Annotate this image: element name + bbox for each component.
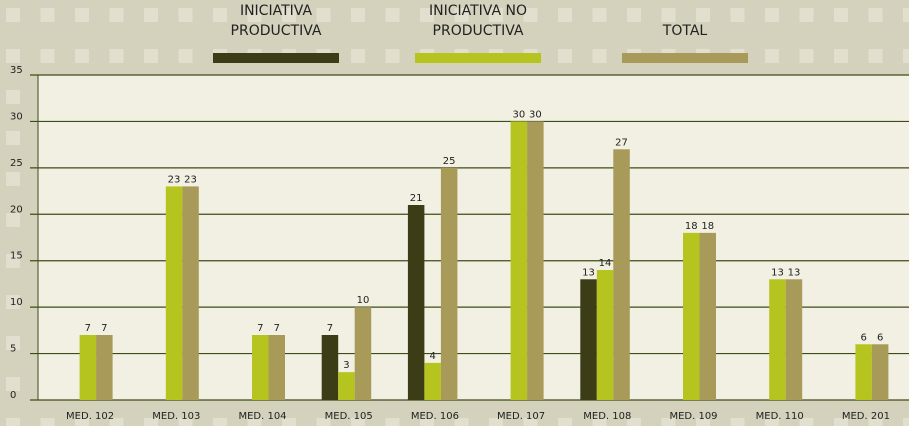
value-label: 25 bbox=[443, 156, 456, 167]
value-label: 13 bbox=[582, 267, 595, 278]
y-tick-label: 25 bbox=[10, 158, 23, 169]
value-label: 6 bbox=[860, 332, 866, 343]
x-tick-label: MED. 108 bbox=[583, 411, 631, 422]
value-label: 21 bbox=[410, 193, 423, 204]
value-label: 27 bbox=[615, 137, 628, 148]
value-label: 10 bbox=[357, 295, 370, 306]
bar bbox=[338, 372, 355, 400]
value-label: 13 bbox=[771, 267, 784, 278]
value-label: 30 bbox=[529, 109, 542, 120]
y-tick-label: 35 bbox=[10, 65, 23, 76]
x-tick-label: MED. 104 bbox=[238, 411, 286, 422]
bar bbox=[855, 344, 872, 400]
legend-label: INICIATIVA NO PRODUCTIVA bbox=[428, 3, 527, 39]
bar bbox=[699, 232, 716, 400]
bar bbox=[613, 149, 630, 400]
value-label: 7 bbox=[274, 323, 280, 334]
value-label: 6 bbox=[877, 332, 883, 343]
value-label: 7 bbox=[257, 323, 263, 334]
bar bbox=[580, 279, 597, 400]
value-label: 23 bbox=[184, 174, 197, 185]
legend-item: TOTAL bbox=[615, 0, 755, 63]
value-label: 18 bbox=[701, 221, 714, 232]
bar bbox=[769, 279, 786, 400]
x-tick-label: MED. 103 bbox=[152, 411, 200, 422]
bar bbox=[683, 232, 700, 400]
y-tick-label: 10 bbox=[10, 297, 23, 308]
x-tick-label: MED. 102 bbox=[66, 411, 114, 422]
value-label: 7 bbox=[101, 323, 107, 334]
legend-swatch bbox=[213, 53, 339, 63]
bar bbox=[354, 307, 372, 400]
bar bbox=[527, 121, 544, 400]
legend-label: TOTAL bbox=[662, 23, 708, 39]
value-label: 23 bbox=[168, 174, 181, 185]
legend-swatch bbox=[622, 53, 748, 63]
value-label: 13 bbox=[788, 267, 801, 278]
bar bbox=[440, 167, 458, 400]
x-tick-label: MED. 107 bbox=[497, 411, 545, 422]
legend-swatch bbox=[415, 53, 541, 63]
bar bbox=[96, 335, 113, 400]
y-tick-label: 0 bbox=[10, 390, 16, 401]
legend-item: INICIATIVA PRODUCTIVA bbox=[206, 0, 346, 63]
value-label: 14 bbox=[599, 258, 612, 269]
value-label: 7 bbox=[85, 323, 91, 334]
legend-label: INICIATIVA PRODUCTIVA bbox=[230, 3, 322, 39]
bar bbox=[510, 121, 528, 400]
bar bbox=[252, 335, 269, 400]
x-tick-label: MED. 105 bbox=[325, 411, 373, 422]
y-tick-label: 15 bbox=[10, 251, 23, 262]
bar bbox=[79, 335, 97, 400]
x-tick-label: MED. 109 bbox=[669, 411, 717, 422]
legend-item: INICIATIVA NO PRODUCTIVA bbox=[408, 0, 548, 63]
bar bbox=[407, 205, 425, 400]
bar bbox=[596, 270, 614, 400]
bar bbox=[268, 335, 285, 400]
x-tick-label: MED. 106 bbox=[411, 411, 459, 422]
bar bbox=[785, 279, 803, 400]
value-label: 4 bbox=[429, 351, 435, 362]
value-label: 30 bbox=[512, 109, 525, 120]
y-tick-label: 30 bbox=[10, 111, 23, 122]
bar bbox=[321, 335, 339, 400]
x-tick-label: MED. 110 bbox=[756, 411, 804, 422]
bar bbox=[182, 186, 199, 400]
bar bbox=[871, 344, 889, 400]
bar bbox=[424, 362, 441, 400]
value-label: 3 bbox=[343, 360, 349, 371]
y-tick-label: 20 bbox=[10, 204, 23, 215]
x-tick-label: MED. 201 bbox=[842, 411, 890, 422]
value-label: 7 bbox=[327, 323, 333, 334]
y-tick-label: 5 bbox=[10, 344, 16, 355]
bar bbox=[165, 186, 183, 400]
value-label: 18 bbox=[685, 221, 698, 232]
